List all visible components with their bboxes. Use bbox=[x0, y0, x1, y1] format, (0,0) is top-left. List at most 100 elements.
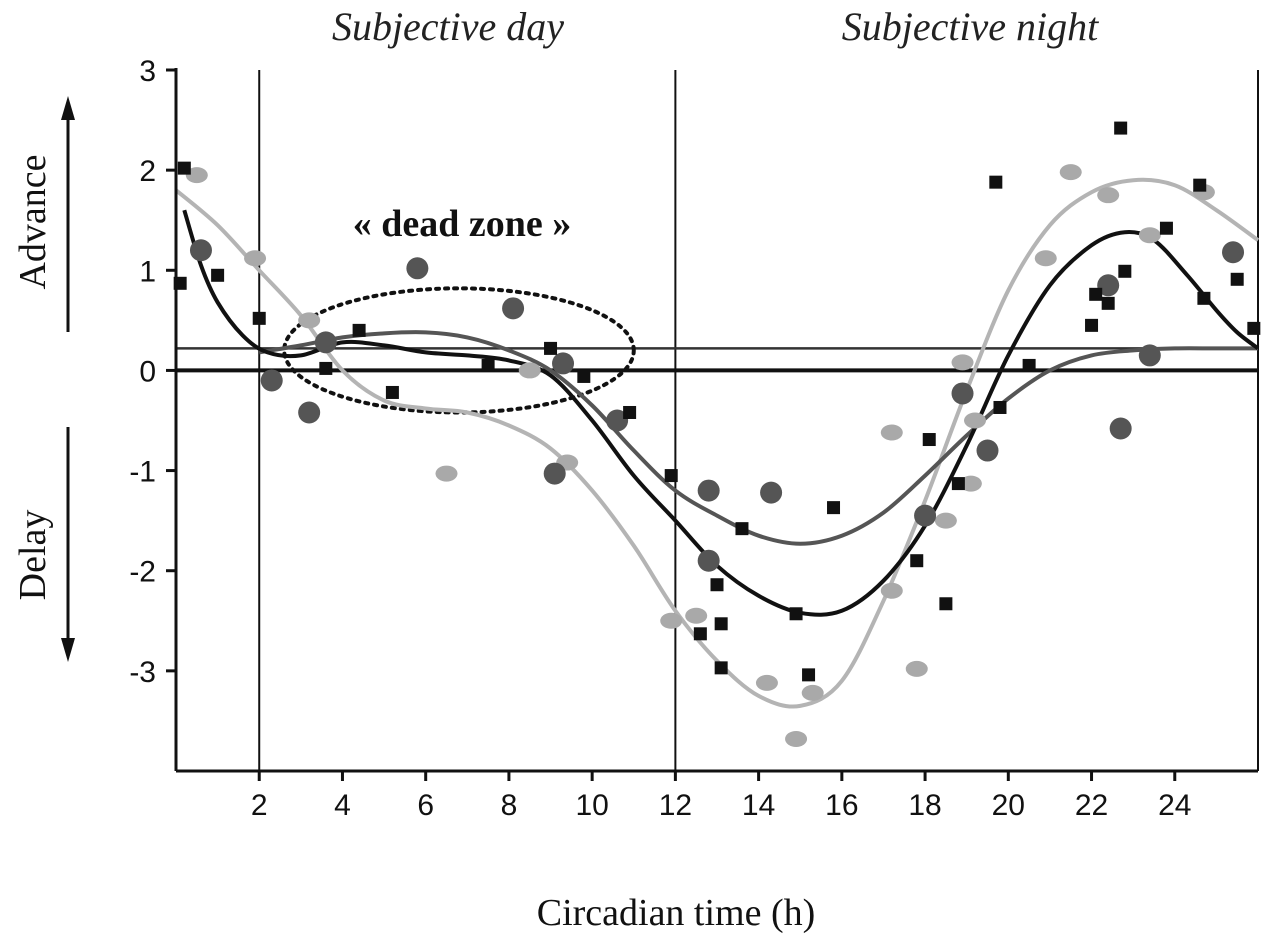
y-tick-label-1: 1 bbox=[139, 255, 156, 288]
black-squares-point-8 bbox=[544, 341, 558, 355]
dark-gray-circles-point-18 bbox=[1222, 241, 1245, 264]
black-squares-point-6 bbox=[385, 385, 399, 399]
black-squares-point-24 bbox=[989, 175, 1003, 189]
light-gray-ellipses-point-17 bbox=[964, 412, 987, 429]
y-tick-label--3: -3 bbox=[129, 656, 156, 689]
black-squares-point-23 bbox=[951, 477, 965, 491]
light-gray-ellipses-point-15 bbox=[951, 354, 974, 371]
light-gray-ellipses-point-19 bbox=[1059, 164, 1082, 181]
light-gray-ellipses-point-9 bbox=[785, 730, 808, 747]
black-squares-point-33 bbox=[1193, 178, 1207, 192]
dead-zone-annotation: « dead zone » bbox=[353, 203, 572, 245]
fit-curves bbox=[174, 177, 1260, 709]
y-tick-label-0: 0 bbox=[139, 355, 156, 388]
black-squares-point-17 bbox=[789, 607, 803, 621]
dark-gray-circles-point-17 bbox=[1138, 344, 1161, 367]
black-squares-point-31 bbox=[1118, 264, 1132, 278]
dark-gray-circles-point-13 bbox=[951, 382, 974, 405]
black-squares-point-25 bbox=[993, 400, 1007, 414]
black-squares-point-36 bbox=[1247, 321, 1261, 335]
dark-gray-circles-point-14 bbox=[976, 439, 999, 462]
y-tick-label-2: 2 bbox=[139, 155, 156, 188]
black-squares-point-20 bbox=[910, 554, 924, 568]
black-squares-point-1 bbox=[177, 161, 191, 175]
delay-arrow-icon bbox=[61, 427, 75, 662]
black-squares-point-29 bbox=[1101, 296, 1115, 310]
black-squares-point-12 bbox=[693, 627, 707, 641]
black-squares-point-10 bbox=[623, 405, 637, 419]
dark-gray-fit bbox=[258, 330, 1258, 546]
x-tick-label-14: 14 bbox=[742, 789, 775, 822]
grid-lines bbox=[176, 70, 1259, 771]
x-axis-title: Circadian time (h) bbox=[537, 892, 816, 934]
black-squares-point-19 bbox=[827, 501, 841, 515]
x-tick-label-18: 18 bbox=[908, 789, 941, 822]
black-squares-point-5 bbox=[352, 323, 366, 337]
black-squares-point-3 bbox=[252, 311, 266, 325]
light-gray-ellipses-point-3 bbox=[435, 465, 458, 482]
light-gray-ellipses-point-14 bbox=[934, 512, 957, 529]
data-points bbox=[173, 121, 1261, 747]
light-gray-ellipses-point-13 bbox=[905, 660, 928, 677]
x-tick-label-24: 24 bbox=[1158, 789, 1191, 822]
black-squares-point-4 bbox=[319, 361, 333, 375]
black-squares-point-14 bbox=[714, 661, 728, 675]
black-squares-point-34 bbox=[1197, 291, 1211, 305]
black-squares-point-18 bbox=[802, 668, 816, 682]
light-gray-ellipses-point-12 bbox=[880, 582, 903, 599]
dark-gray-circles-point-7 bbox=[552, 352, 575, 375]
x-tick-label-20: 20 bbox=[992, 789, 1025, 822]
light-gray-ellipses-point-21 bbox=[1138, 227, 1161, 244]
x-tick-label-2: 2 bbox=[251, 789, 268, 822]
dark-gray-circles-point-2 bbox=[298, 401, 321, 424]
black-squares-point-32 bbox=[1159, 221, 1173, 235]
delay-label: Delay bbox=[12, 510, 54, 601]
x-tick-label-4: 4 bbox=[334, 789, 351, 822]
dark-gray-circles-point-16 bbox=[1109, 417, 1132, 440]
subjective-day-label: Subjective day bbox=[332, 4, 564, 49]
light-gray-fit bbox=[174, 177, 1260, 709]
y-tick-label-3: 3 bbox=[139, 55, 156, 88]
black-squares-point-15 bbox=[714, 617, 728, 631]
x-tick-label-6: 6 bbox=[417, 789, 434, 822]
black-squares-point-30 bbox=[1114, 121, 1128, 135]
advance-arrow-icon bbox=[61, 96, 75, 332]
black-squares-point-13 bbox=[710, 578, 724, 592]
dark-gray-circles-point-1 bbox=[260, 369, 283, 392]
black-squares-point-2 bbox=[211, 268, 225, 282]
x-tick-label-8: 8 bbox=[501, 789, 518, 822]
advance-label: Advance bbox=[12, 154, 54, 289]
light-gray-ellipses-point-0 bbox=[185, 167, 208, 184]
light-gray-ellipses-point-11 bbox=[880, 424, 903, 441]
light-gray-ellipses-point-18 bbox=[1034, 250, 1057, 267]
light-gray-ellipses-point-8 bbox=[755, 674, 778, 691]
dark-gray-circles-point-4 bbox=[406, 257, 429, 280]
light-gray-ellipses-point-4 bbox=[518, 362, 541, 379]
black-squares-point-26 bbox=[1022, 358, 1036, 372]
dark-gray-circles-point-5 bbox=[502, 297, 525, 320]
subjective-night-label: Subjective night bbox=[842, 4, 1099, 49]
dark-gray-circles-point-9 bbox=[697, 479, 720, 502]
dark-gray-circles-point-0 bbox=[189, 239, 212, 262]
dark-gray-circles-point-6 bbox=[543, 462, 566, 485]
dark-gray-circles-point-10 bbox=[697, 549, 720, 572]
light-gray-ellipses-point-16 bbox=[959, 475, 982, 492]
light-gray-ellipses-point-7 bbox=[685, 607, 708, 624]
black-squares-point-35 bbox=[1230, 272, 1244, 286]
dark-gray-circles-point-12 bbox=[914, 504, 937, 527]
black-squares-point-11 bbox=[664, 469, 678, 483]
light-gray-ellipses-point-2 bbox=[298, 312, 321, 329]
black-squares-point-27 bbox=[1085, 318, 1099, 332]
dark-gray-circles-point-15 bbox=[1097, 274, 1120, 297]
x-tick-label-12: 12 bbox=[659, 789, 692, 822]
y-tick-label--2: -2 bbox=[129, 556, 156, 589]
black-squares-point-21 bbox=[922, 433, 936, 447]
black-fit bbox=[182, 209, 1260, 617]
labels: Subjective day Subjective night « dead z… bbox=[12, 4, 1099, 934]
black-squares-point-16 bbox=[735, 522, 749, 536]
black-squares-point-28 bbox=[1089, 287, 1103, 301]
black-squares-point-7 bbox=[481, 358, 495, 372]
dark-gray-circles-point-3 bbox=[314, 331, 337, 354]
